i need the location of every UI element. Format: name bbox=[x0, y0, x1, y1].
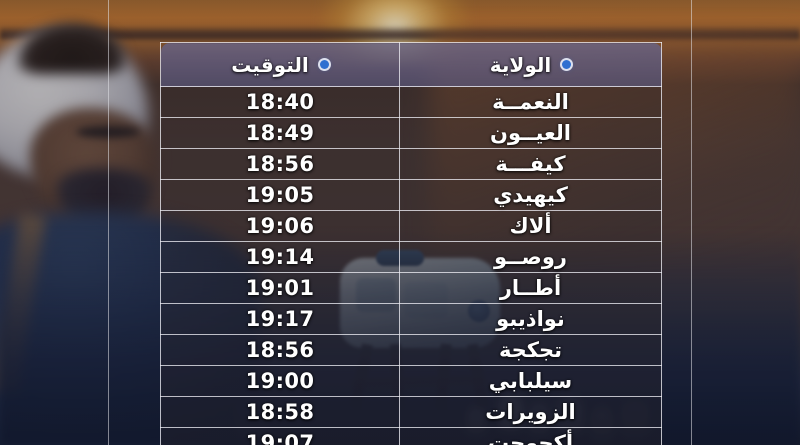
cell-state: الزويرات bbox=[399, 396, 662, 428]
table-body: النعمــة 18:40 العيــون 18:49 كيفـــة 18:56 كي… bbox=[160, 86, 662, 445]
table-row: روصــو 19:14 bbox=[160, 241, 662, 273]
table-row: الزويرات 18:58 bbox=[160, 396, 662, 428]
cell-state: تجكجة bbox=[399, 334, 662, 366]
cell-time: 19:05 bbox=[160, 179, 400, 211]
cell-state: نواذيبو bbox=[399, 303, 662, 335]
table-row: النعمــة 18:40 bbox=[160, 86, 662, 118]
cell-time: 19:14 bbox=[160, 241, 400, 273]
table-row: أطــار 19:01 bbox=[160, 272, 662, 304]
table-row: نواذيبو 19:17 bbox=[160, 303, 662, 335]
prayer-times-table: الولاية التوقيت النعمــة 18:40 العيــون 18:… bbox=[160, 42, 662, 445]
cell-state: النعمــة bbox=[399, 86, 662, 118]
table-row: كيهيدي 19:05 bbox=[160, 179, 662, 211]
column-header-state: الولاية bbox=[399, 42, 662, 87]
table-row: ألاك 19:06 bbox=[160, 210, 662, 242]
column-header-time-label: التوقيت bbox=[231, 52, 309, 77]
table-row: أكجوجت 19:07 bbox=[160, 427, 662, 445]
cell-state: كيهيدي bbox=[399, 179, 662, 211]
cell-state: كيفـــة bbox=[399, 148, 662, 180]
frame-line-right bbox=[691, 0, 692, 445]
table-header-row: الولاية التوقيت bbox=[160, 42, 662, 87]
table-row: تجكجة 18:56 bbox=[160, 334, 662, 366]
frame-line-left bbox=[108, 0, 109, 445]
table-row: كيفـــة 18:56 bbox=[160, 148, 662, 180]
cell-time: 18:56 bbox=[160, 148, 400, 180]
cell-state: أكجوجت bbox=[399, 427, 662, 445]
bullet-dot-icon bbox=[319, 60, 329, 69]
cell-time: 18:40 bbox=[160, 86, 400, 118]
cell-time: 18:49 bbox=[160, 117, 400, 149]
cell-time: 19:06 bbox=[160, 210, 400, 242]
cell-state: العيــون bbox=[399, 117, 662, 149]
bullet-dot-icon bbox=[562, 60, 572, 69]
table-row: سيلبابي 19:00 bbox=[160, 365, 662, 397]
column-header-state-label: الولاية bbox=[489, 52, 552, 77]
cell-time: 18:56 bbox=[160, 334, 400, 366]
cell-time: 19:17 bbox=[160, 303, 400, 335]
cell-time: 19:00 bbox=[160, 365, 400, 397]
cell-state: ألاك bbox=[399, 210, 662, 242]
table-header: الولاية التوقيت bbox=[160, 42, 662, 87]
cell-state: أطــار bbox=[399, 272, 662, 304]
cell-state: روصــو bbox=[399, 241, 662, 273]
table-row: العيــون 18:49 bbox=[160, 117, 662, 149]
column-header-time: التوقيت bbox=[160, 42, 400, 87]
cell-time: 19:07 bbox=[160, 427, 400, 445]
cell-time: 18:58 bbox=[160, 396, 400, 428]
cell-time: 19:01 bbox=[160, 272, 400, 304]
cell-state: سيلبابي bbox=[399, 365, 662, 397]
